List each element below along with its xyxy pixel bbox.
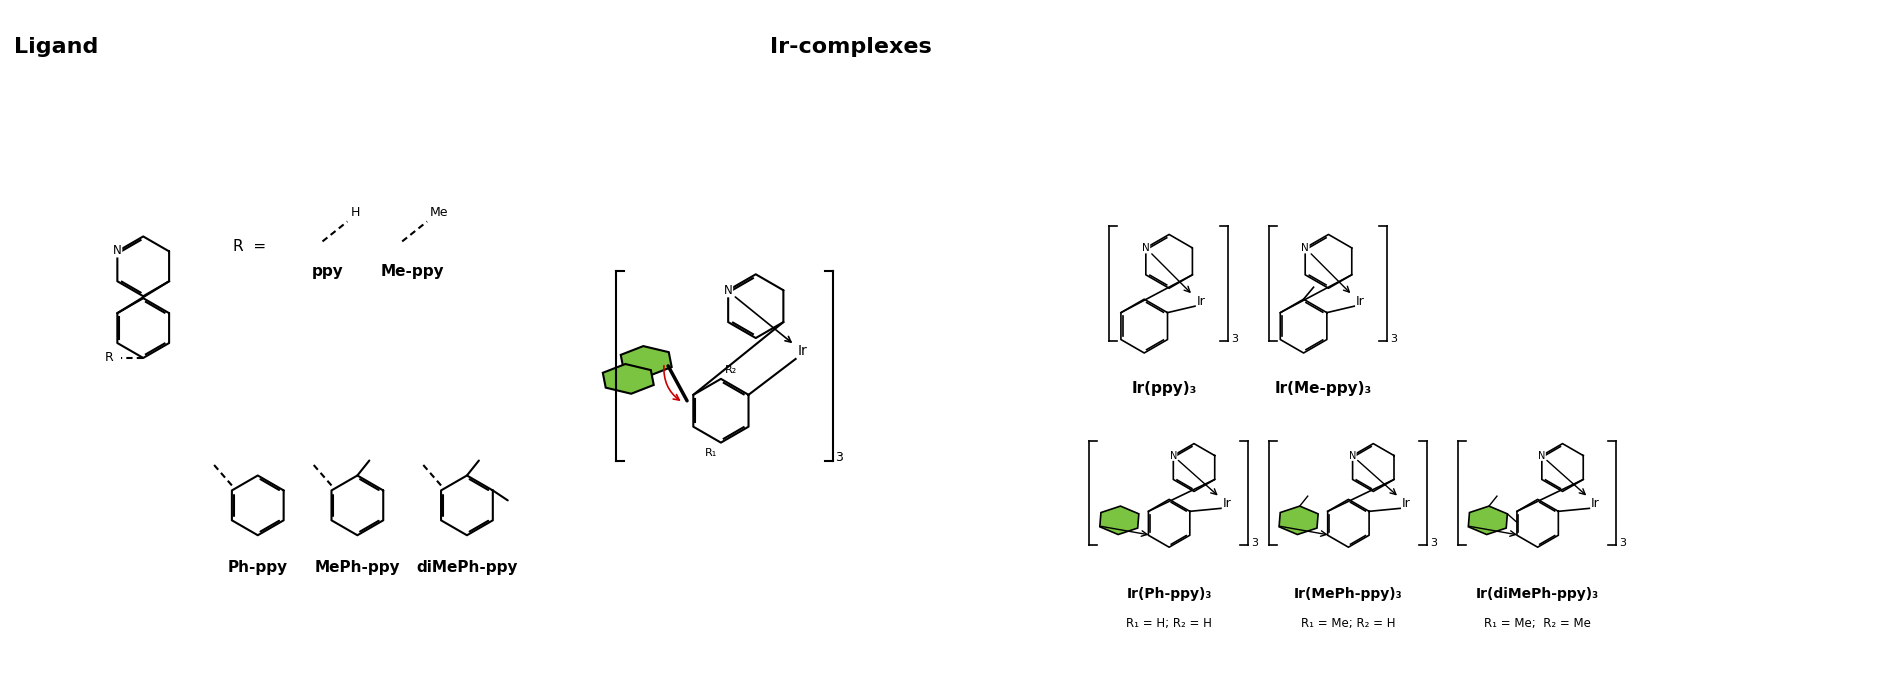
Text: R  =: R = — [233, 239, 266, 254]
Text: diMePh-ppy: diMePh-ppy — [415, 560, 518, 575]
Text: Ir-complexes: Ir-complexes — [770, 38, 931, 57]
Text: 3: 3 — [1620, 538, 1626, 548]
Text: 3: 3 — [1430, 538, 1438, 548]
Text: N: N — [1170, 450, 1176, 461]
Text: R₂: R₂ — [725, 365, 738, 375]
Text: Ir(diMePh-ppy)₃: Ir(diMePh-ppy)₃ — [1476, 587, 1599, 601]
Text: Ir(ppy)₃: Ir(ppy)₃ — [1131, 381, 1197, 396]
Text: 3: 3 — [1250, 538, 1258, 548]
Polygon shape — [603, 364, 654, 394]
Text: R₁: R₁ — [704, 448, 717, 457]
Text: Ir(MePh-ppy)₃: Ir(MePh-ppy)₃ — [1294, 587, 1402, 601]
Text: R: R — [104, 351, 114, 365]
Text: Ir: Ir — [799, 344, 808, 358]
Text: Me-ppy: Me-ppy — [379, 264, 444, 279]
Text: Ir(Me-ppy)₃: Ir(Me-ppy)₃ — [1275, 381, 1372, 396]
Polygon shape — [1279, 506, 1318, 535]
Text: 3: 3 — [835, 450, 844, 464]
Text: R₁ = Me;  R₂ = Me: R₁ = Me; R₂ = Me — [1483, 617, 1592, 630]
Text: Ir: Ir — [1356, 294, 1364, 308]
Polygon shape — [620, 346, 672, 376]
Text: R₁ = H; R₂ = H: R₁ = H; R₂ = H — [1127, 617, 1212, 630]
Polygon shape — [1468, 506, 1508, 535]
Text: Me: Me — [431, 205, 448, 219]
Text: N: N — [1301, 243, 1309, 253]
Text: N: N — [114, 244, 121, 257]
Text: N: N — [725, 284, 732, 296]
Text: Ir: Ir — [1222, 497, 1231, 510]
Text: Ligand: Ligand — [13, 38, 99, 57]
Text: N: N — [1538, 450, 1546, 461]
Polygon shape — [1100, 506, 1138, 535]
Text: N: N — [1349, 450, 1356, 461]
Text: Ir: Ir — [1197, 294, 1205, 308]
Text: H: H — [351, 205, 360, 219]
Text: Ir: Ir — [1592, 497, 1599, 510]
Text: Ph-ppy: Ph-ppy — [228, 560, 288, 575]
Text: 3: 3 — [1391, 334, 1398, 344]
Text: R₁ = Me; R₂ = H: R₁ = Me; R₂ = H — [1301, 617, 1396, 630]
Text: 3: 3 — [1231, 334, 1239, 344]
Text: N: N — [1142, 243, 1150, 253]
Text: MePh-ppy: MePh-ppy — [315, 560, 400, 575]
Text: ppy: ppy — [311, 264, 343, 279]
Text: Ir: Ir — [1402, 497, 1411, 510]
Text: Ir(Ph-ppy)₃: Ir(Ph-ppy)₃ — [1127, 587, 1212, 601]
